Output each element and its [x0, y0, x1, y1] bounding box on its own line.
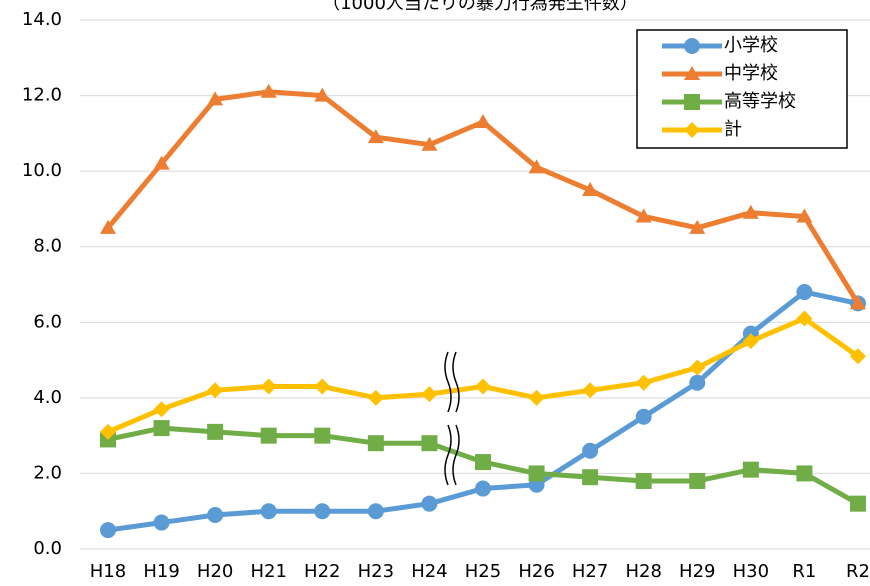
point [153, 155, 170, 170]
point [367, 435, 384, 452]
point [314, 503, 331, 520]
y-tick-label: 14.0 [22, 9, 62, 30]
point [260, 427, 277, 444]
point [689, 219, 706, 234]
x-tick-label: H29 [679, 561, 715, 582]
point [207, 382, 224, 399]
point [582, 182, 599, 197]
break-mark [452, 424, 460, 486]
point [849, 495, 866, 512]
y-tick-label: 6.0 [33, 311, 62, 332]
point [314, 427, 331, 444]
point [153, 401, 170, 418]
legend-label: 高等学校 [724, 91, 796, 112]
x-tick-label: H24 [411, 561, 447, 582]
x-tick-label: R1 [792, 561, 816, 582]
point [689, 359, 706, 376]
point [421, 136, 438, 151]
legend-label: 計 [724, 119, 742, 140]
point [582, 469, 599, 486]
x-tick-label: H22 [304, 561, 340, 582]
point [314, 378, 331, 395]
x-tick-label: H18 [90, 561, 126, 582]
point [474, 480, 491, 497]
x-tick-label: H19 [143, 561, 179, 582]
legend-label: 小学校 [724, 35, 778, 56]
point [684, 122, 700, 138]
point [635, 208, 652, 223]
x-tick-label: H21 [250, 561, 286, 582]
point [207, 423, 224, 440]
point [153, 514, 170, 531]
point [796, 310, 813, 327]
series [100, 83, 866, 310]
x-tick-label: H30 [733, 561, 769, 582]
point [689, 374, 706, 391]
point [421, 495, 438, 512]
point [153, 420, 170, 437]
point [260, 503, 277, 520]
point [796, 208, 813, 223]
axis-break [444, 351, 460, 486]
point [367, 129, 384, 144]
point [742, 461, 759, 478]
point [689, 472, 706, 489]
break-mark [444, 351, 452, 413]
point [207, 506, 224, 523]
point [582, 382, 599, 399]
point [742, 333, 759, 350]
point [684, 38, 700, 54]
point [796, 284, 813, 301]
x-tick-label: H28 [625, 561, 661, 582]
point [849, 295, 866, 310]
point [582, 442, 599, 459]
point [796, 465, 813, 482]
point [635, 472, 652, 489]
y-tick-label: 10.0 [22, 160, 62, 181]
x-tick-label: H26 [518, 561, 554, 582]
point [474, 378, 491, 395]
x-tick-label: H27 [572, 561, 608, 582]
point [314, 87, 331, 102]
point [635, 374, 652, 391]
break-mark [444, 424, 452, 486]
point [207, 91, 224, 106]
point [528, 159, 545, 174]
series [100, 310, 866, 440]
point [367, 503, 384, 520]
x-tick-label: H20 [197, 561, 233, 582]
break-mark [452, 351, 460, 413]
point [421, 435, 438, 452]
chart-subtitle: （1000人当たりの暴力行為発生件数） [322, 0, 638, 14]
legend-label: 中学校 [724, 63, 778, 84]
point [742, 204, 759, 219]
point [635, 408, 652, 425]
point [849, 348, 866, 365]
point [684, 94, 700, 110]
x-tick-label: H25 [465, 561, 501, 582]
point [260, 83, 277, 98]
y-tick-label: 0.0 [33, 538, 62, 559]
y-tick-label: 4.0 [33, 387, 62, 408]
point [100, 522, 116, 539]
point [528, 389, 545, 406]
point [528, 465, 545, 482]
point [100, 219, 116, 234]
point [260, 378, 277, 395]
point [684, 66, 700, 80]
point [100, 423, 116, 440]
x-tick-label: H23 [358, 561, 394, 582]
point [474, 114, 491, 129]
y-tick-label: 12.0 [22, 85, 62, 106]
point [474, 454, 491, 471]
y-tick-label: 8.0 [33, 236, 62, 257]
x-tick-label: R2 [846, 561, 870, 582]
y-tick-label: 2.0 [33, 462, 62, 483]
point [367, 389, 384, 406]
plot-area [80, 19, 870, 550]
point [421, 386, 438, 403]
series [100, 420, 866, 512]
